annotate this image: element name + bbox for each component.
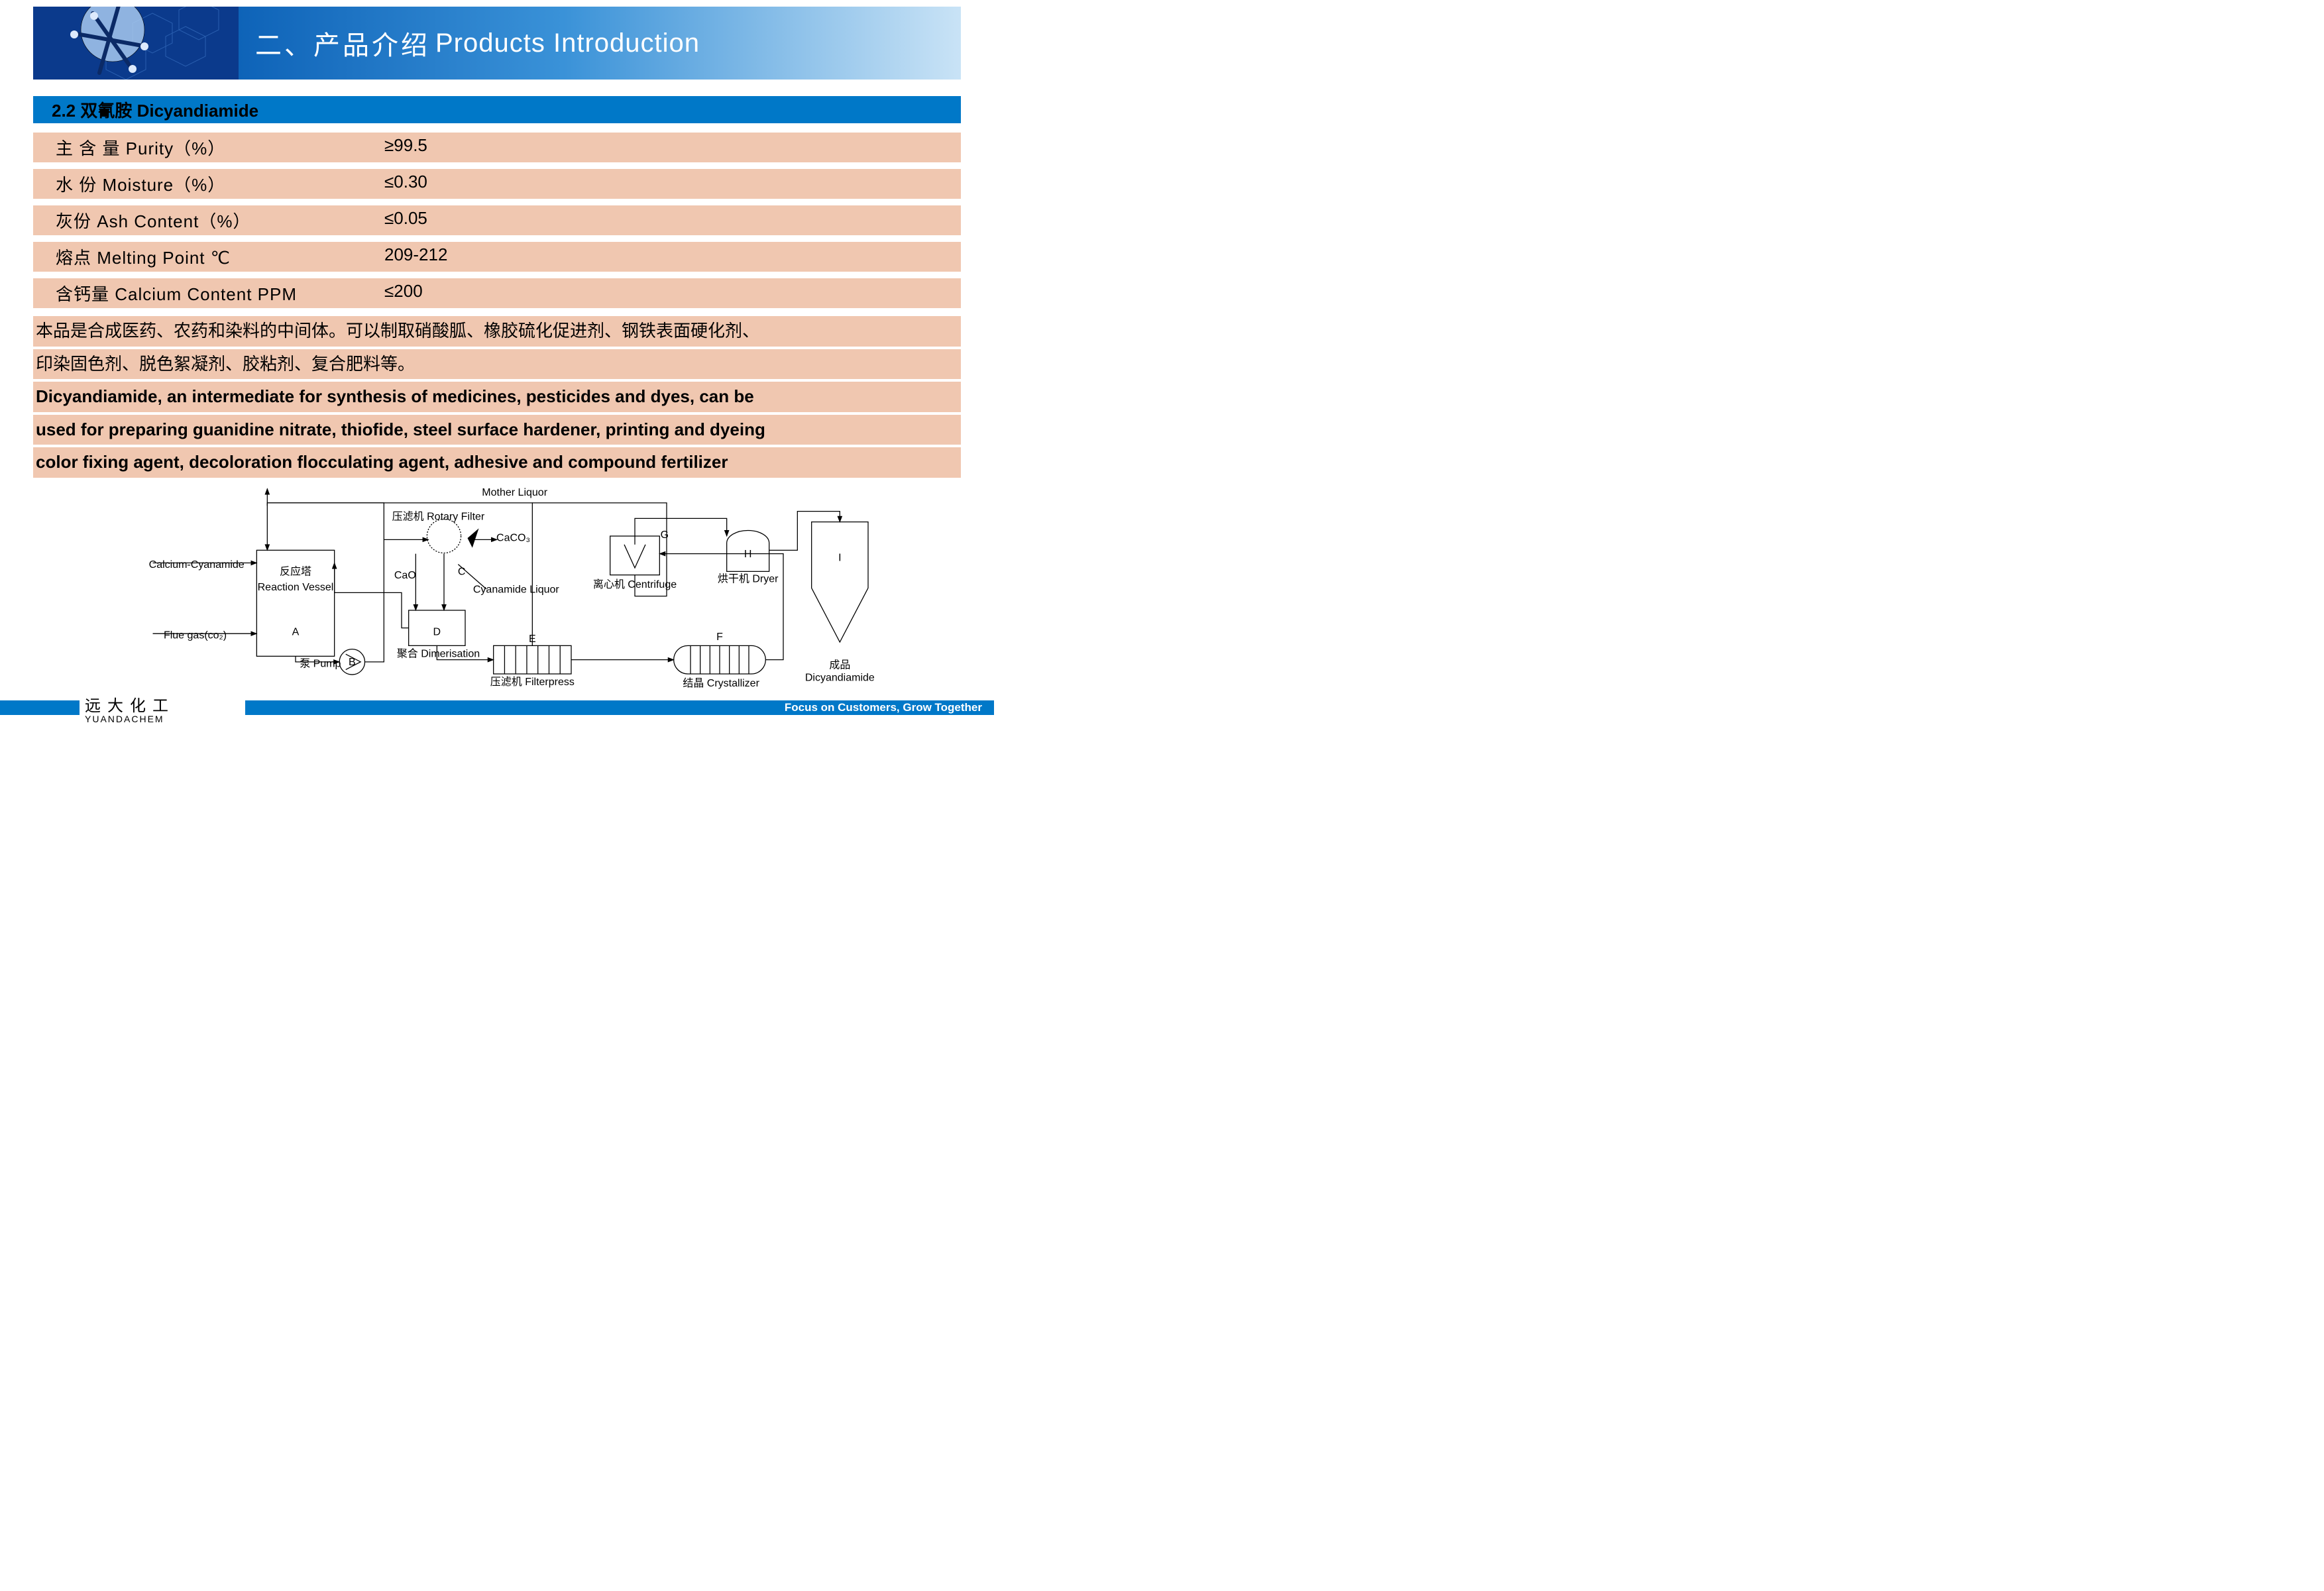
svg-text:G: G: [661, 529, 669, 541]
process-flow-diagram: A 反应塔 Reaction Vessel B 泵 Pump 压滤机 Rotary Fil…: [33, 483, 961, 695]
spec-label: 含钙量 Calcium Content PPM: [33, 281, 384, 305]
svg-text:烘干机 Dryer: 烘干机 Dryer: [718, 573, 779, 584]
svg-text:A: A: [292, 626, 300, 637]
desc-line-cn: 本品是合成医药、农药和染料的中间体。可以制取硝酸胍、橡胶硫化促进剂、钢铁表面硬化…: [33, 316, 961, 347]
spec-row: 熔点 Melting Point ℃209-212: [33, 242, 961, 272]
footer-slogan: Focus on Customers, Grow Together: [245, 700, 994, 715]
svg-text:F: F: [716, 631, 723, 643]
node-I: I 成品 Dicyandiamide: [805, 522, 875, 684]
node-A: A 反应塔 Reaction Vessel: [256, 550, 334, 656]
header-art-svg: [33, 7, 239, 80]
footer-logo-en: YUANDACHEM: [85, 714, 245, 724]
svg-text:Reaction Vessel: Reaction Vessel: [258, 582, 334, 593]
svg-text:B: B: [349, 657, 356, 668]
description: 本品是合成医药、农药和染料的中间体。可以制取硝酸胍、橡胶硫化促进剂、钢铁表面硬化…: [33, 316, 961, 478]
footer: 远大化工 YUANDACHEM Focus on Customers, Grow…: [0, 698, 994, 730]
header-title: 二、产品介绍 Products Introduction: [239, 7, 961, 80]
header-banner: 二、产品介绍 Products Introduction: [33, 7, 961, 80]
spec-table: 主 含 量 Purity（%）≥99.5水 份 Moisture（%）≤0.30…: [33, 133, 961, 308]
svg-text:H: H: [744, 549, 752, 560]
subtitle-bar: 2.2 双氰胺 Dicyandiamide: [33, 96, 961, 123]
header-title-en: Products Introduction: [435, 28, 700, 58]
footer-logo-cn: 远大化工: [85, 698, 245, 714]
spec-value: 209-212: [384, 245, 961, 269]
content: 2.2 双氰胺 Dicyandiamide 主 含 量 Purity（%）≥99…: [33, 96, 961, 478]
svg-text:Calcium-Cyanamide: Calcium-Cyanamide: [149, 559, 245, 571]
svg-text:结晶 Crystallizer: 结晶 Crystallizer: [683, 677, 759, 689]
node-C: 压滤机 Rotary Filter: [392, 510, 485, 553]
svg-text:泵 Pump: 泵 Pump: [300, 657, 341, 669]
svg-text:D: D: [433, 626, 441, 637]
svg-text:成品: 成品: [829, 659, 850, 671]
spec-row: 主 含 量 Purity（%）≥99.5: [33, 133, 961, 162]
desc-line-en: Dicyandiamide, an intermediate for synth…: [33, 382, 961, 412]
node-D: D 聚合 Dimerisation: [397, 610, 480, 659]
svg-text:C: C: [458, 567, 466, 578]
svg-text:压滤机 Filterpress: 压滤机 Filterpress: [490, 676, 575, 688]
spec-value: ≤0.05: [384, 208, 961, 233]
spec-label: 熔点 Melting Point ℃: [33, 245, 384, 269]
flow-diagram-svg: A 反应塔 Reaction Vessel B 泵 Pump 压滤机 Rotary Fil…: [33, 483, 961, 695]
spec-row: 含钙量 Calcium Content PPM≤200: [33, 278, 961, 308]
spec-row: 灰份 Ash Content（%）≤0.05: [33, 205, 961, 235]
svg-text:聚合 Dimerisation: 聚合 Dimerisation: [397, 647, 480, 659]
svg-text:CaCO₃: CaCO₃: [496, 532, 530, 543]
desc-line-cn: 印染固色剂、脱色絮凝剂、胶粘剂、复合肥料等。: [33, 349, 961, 380]
spec-value: ≥99.5: [384, 135, 961, 160]
node-F: F 结晶 Crystallizer: [674, 631, 766, 689]
spec-label: 灰份 Ash Content（%）: [33, 208, 384, 233]
desc-line-en: color fixing agent, decoloration floccul…: [33, 447, 961, 478]
header-art: [33, 7, 239, 80]
svg-text:Flue gas(co₂): Flue gas(co₂): [164, 630, 227, 641]
spec-label: 水 份 Moisture（%）: [33, 172, 384, 196]
footer-logo: 远大化工 YUANDACHEM: [80, 698, 245, 730]
svg-text:I: I: [838, 552, 841, 563]
svg-text:Mother Liquor: Mother Liquor: [482, 487, 547, 498]
spec-value: ≤0.30: [384, 172, 961, 196]
node-H: H 烘干机 Dryer: [718, 530, 779, 584]
svg-text:CaO: CaO: [394, 570, 416, 581]
spec-row: 水 份 Moisture（%）≤0.30: [33, 169, 961, 199]
svg-text:压滤机 Rotary Filter: 压滤机 Rotary Filter: [392, 510, 485, 522]
footer-strip-left: [0, 700, 80, 715]
svg-text:反应塔: 反应塔: [280, 565, 311, 578]
spec-value: ≤200: [384, 281, 961, 305]
header-title-cn: 二、产品介绍: [255, 24, 430, 62]
svg-text:Dicyandiamide: Dicyandiamide: [805, 673, 875, 684]
svg-text:Cyanamide Liquor: Cyanamide Liquor: [473, 584, 560, 595]
desc-line-en: used for preparing guanidine nitrate, th…: [33, 415, 961, 445]
spec-label: 主 含 量 Purity（%）: [33, 135, 384, 160]
